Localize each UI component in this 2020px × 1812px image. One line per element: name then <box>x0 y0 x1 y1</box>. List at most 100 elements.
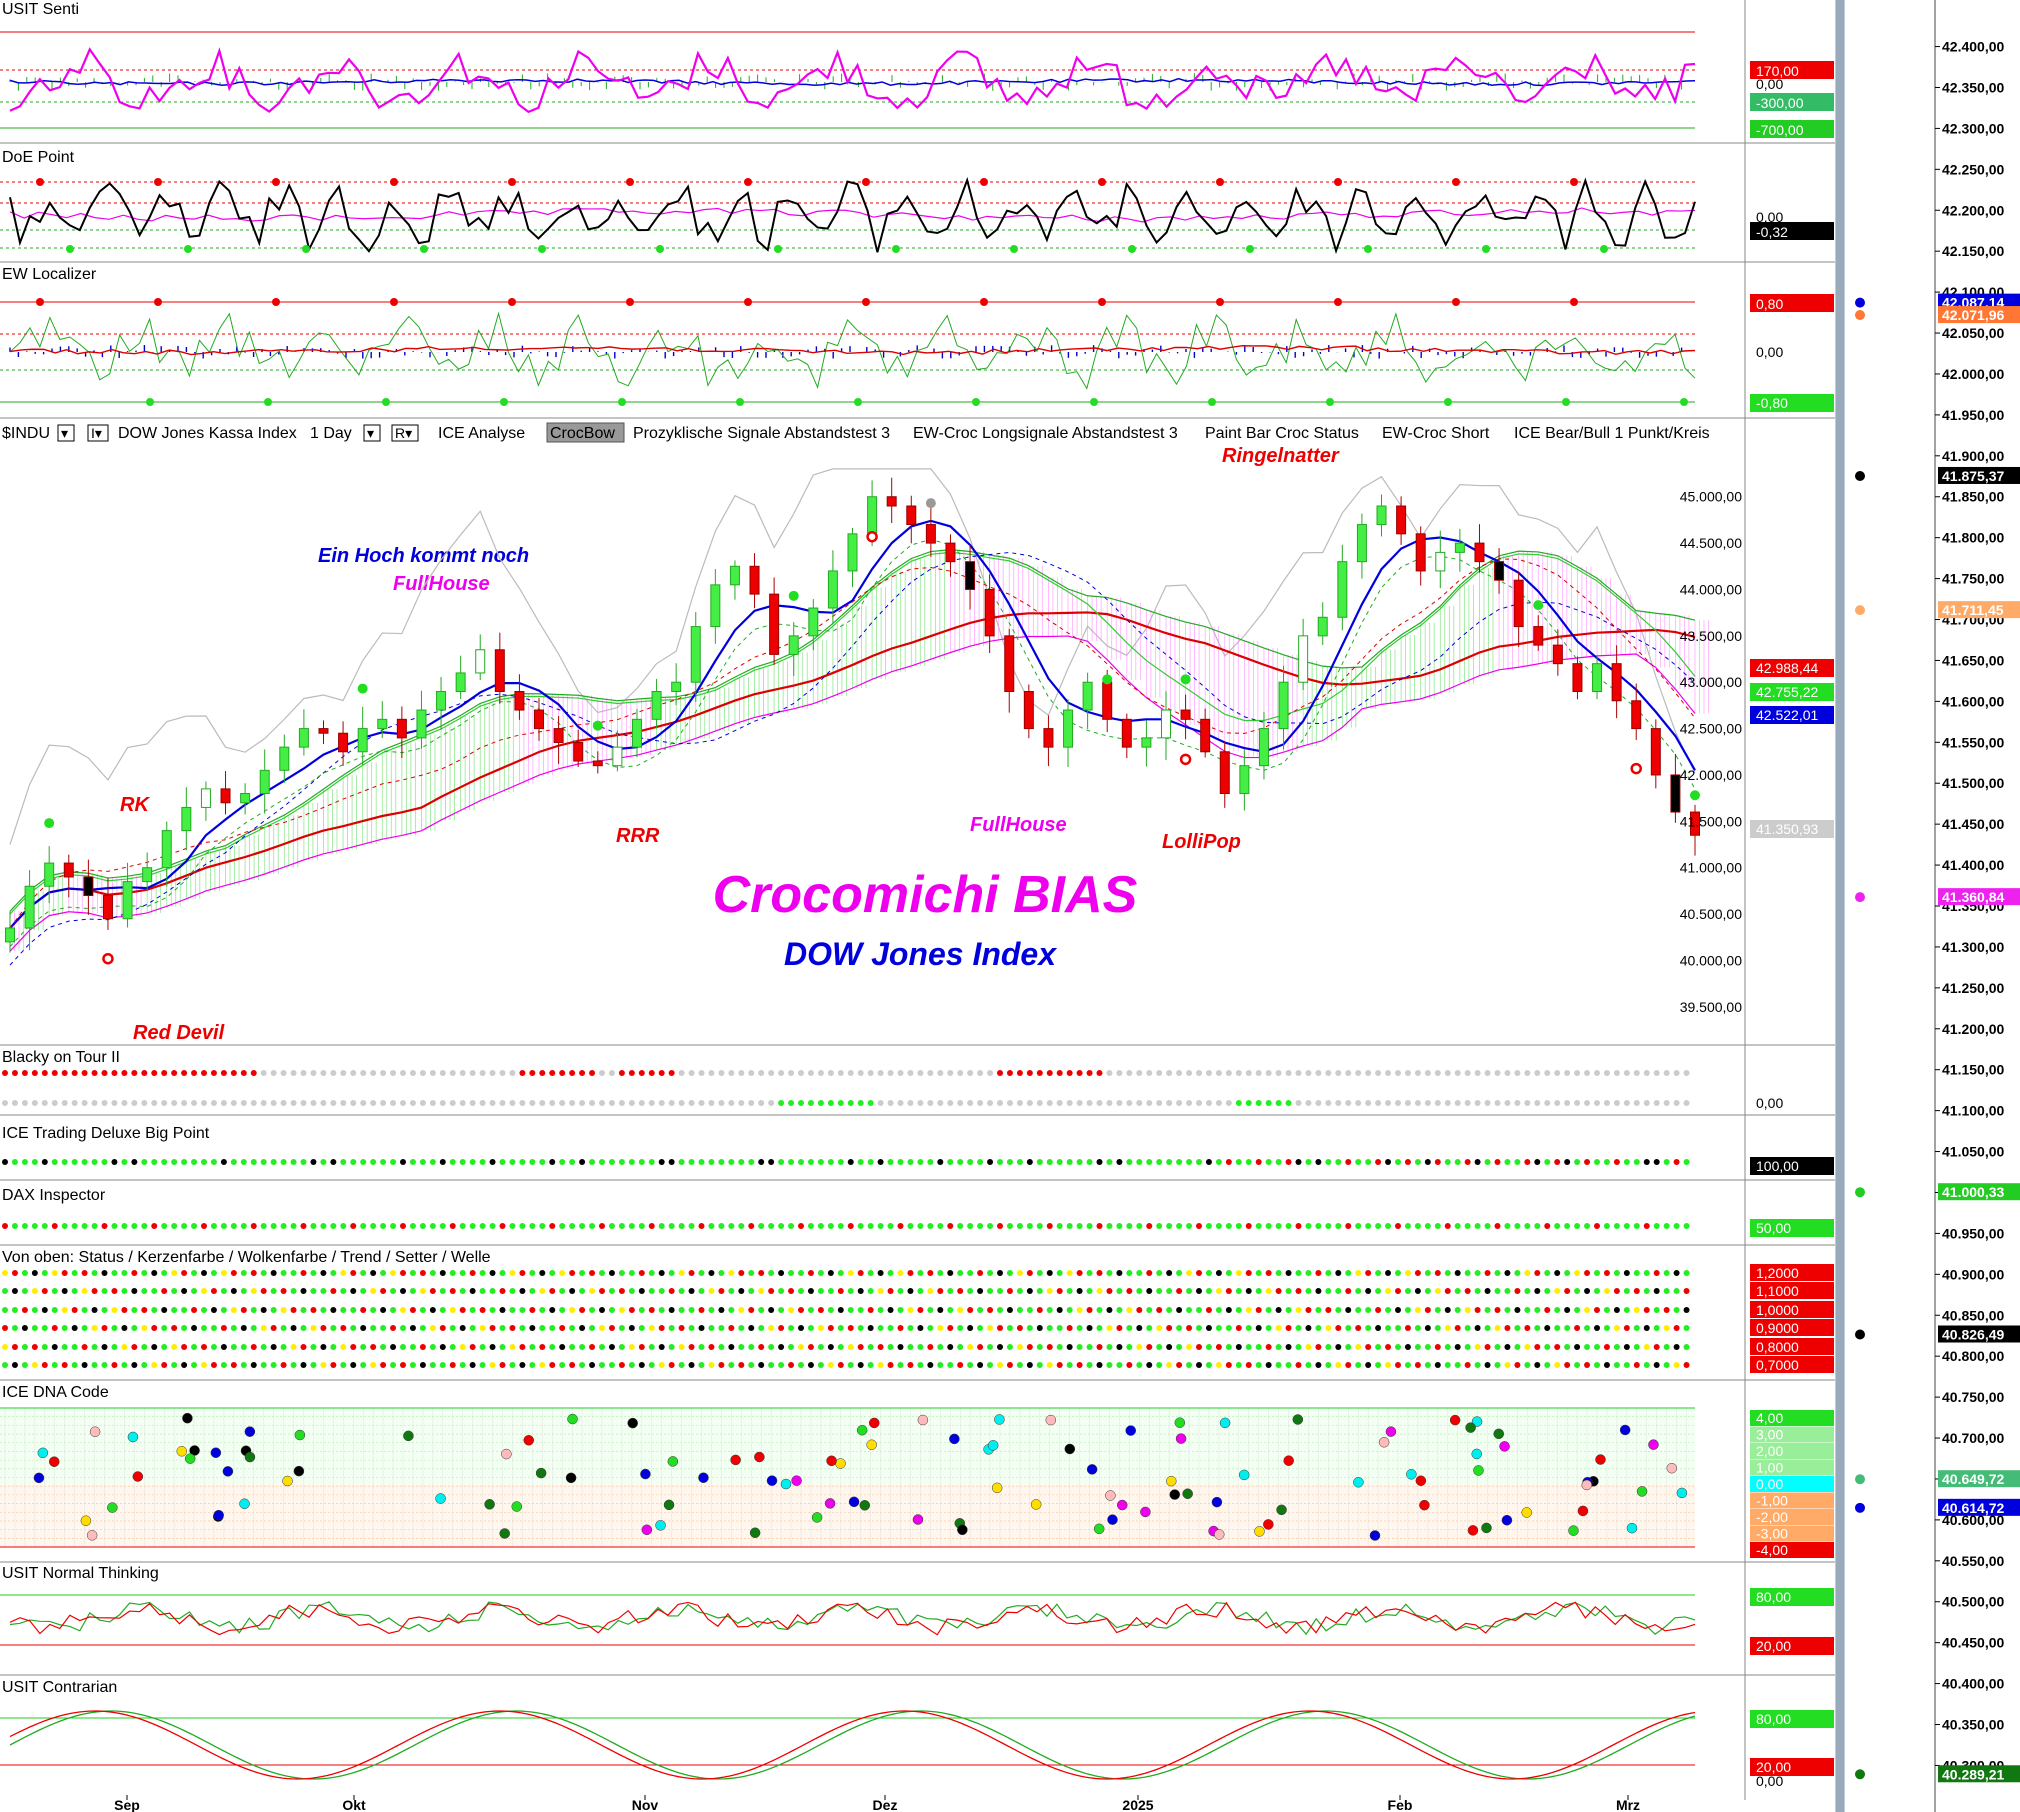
dropdown-button[interactable] <box>57 424 75 442</box>
ew-red-dot <box>390 298 398 306</box>
blacky-bottom-dot <box>111 1100 118 1106</box>
ice-tdbp-dot <box>439 1159 446 1165</box>
dax-dot <box>678 1223 685 1229</box>
right-badge-bg <box>1938 601 2020 619</box>
range-icon: R▾ <box>395 425 412 441</box>
status-dot <box>807 1362 814 1368</box>
status-dot <box>788 1362 795 1368</box>
status-dot <box>907 1344 914 1350</box>
blacky-top-dot <box>907 1070 914 1076</box>
status-dot <box>817 1288 824 1294</box>
status-dot <box>220 1270 227 1276</box>
ice-tdbp-dot <box>1295 1159 1302 1165</box>
dna-dot <box>1064 1443 1076 1455</box>
blacky-bottom-dot <box>11 1100 18 1106</box>
status-dot <box>360 1270 367 1276</box>
signal-dot <box>357 683 368 694</box>
ice-tdbp-dot <box>688 1159 695 1165</box>
blacky-top-dot <box>290 1070 297 1076</box>
status-dot <box>1136 1270 1143 1276</box>
status-dot <box>638 1362 645 1368</box>
status-dot <box>887 1325 894 1331</box>
blacky-top-dot <box>1385 1070 1392 1076</box>
ew-green-dot <box>972 398 980 406</box>
status-dot <box>1046 1344 1053 1350</box>
status-dot <box>210 1362 217 1368</box>
status-dot <box>1404 1307 1411 1313</box>
blacky-bottom-dot <box>310 1100 317 1106</box>
blacky-bottom-dot <box>400 1100 406 1106</box>
blacky-bottom-dot <box>61 1100 68 1106</box>
status-dot <box>728 1344 735 1350</box>
status-dot <box>1325 1344 1332 1350</box>
blacky-top-dot <box>1474 1070 1481 1076</box>
status-dot <box>201 1325 207 1331</box>
blacky-bottom-dot <box>788 1100 795 1106</box>
status-dot <box>847 1362 854 1368</box>
status-dot <box>1096 1344 1103 1350</box>
dax-dot <box>1086 1223 1093 1229</box>
status-dot <box>181 1325 188 1331</box>
senti-badge-m700: -700,00 <box>1756 122 1804 138</box>
timeframe-dropdown-button[interactable] <box>363 424 381 442</box>
range-button[interactable] <box>391 424 419 442</box>
status-dot <box>1235 1362 1242 1368</box>
status-dot <box>708 1288 715 1294</box>
annotation-rrr: RRR <box>616 825 660 847</box>
blacky-top-dot <box>230 1070 237 1076</box>
status-dot <box>449 1344 456 1350</box>
blacky-top-dot <box>1683 1070 1690 1076</box>
blacky-bottom-dot <box>668 1100 675 1106</box>
blacky-bottom-dot <box>957 1100 964 1106</box>
status-dot <box>1524 1362 1531 1368</box>
dna-dot <box>1030 1499 1042 1510</box>
dax-dot <box>957 1223 964 1229</box>
candle <box>1533 626 1544 646</box>
status-dot <box>1683 1307 1690 1313</box>
status-dot <box>549 1362 556 1368</box>
ice-tdbp-dot <box>1653 1159 1660 1165</box>
blacky-top-dot <box>1454 1070 1461 1076</box>
candle <box>1258 728 1269 767</box>
toolbar-item-ew-croc-short[interactable]: EW-Croc Short <box>1382 425 1490 442</box>
status-dot <box>1315 1307 1322 1313</box>
toolbar-item-ice-bear-bull[interactable]: ICE Bear/Bull 1 Punkt/Kreis <box>1514 425 1710 442</box>
status-dot <box>1474 1270 1481 1276</box>
candle <box>925 524 936 544</box>
candle <box>1376 505 1387 526</box>
toolbar-item-ice-analyse[interactable]: ICE Analyse <box>438 425 525 442</box>
toolbar-item-crocbow[interactable]: CrocBow <box>550 425 615 442</box>
status-dot <box>1046 1288 1053 1294</box>
status-dot <box>240 1270 247 1276</box>
dax-dot <box>459 1223 466 1229</box>
toolbar-item-ew-croc-long[interactable]: EW-Croc Longsignale Abstandstest 3 <box>913 425 1178 442</box>
status-dot <box>718 1288 725 1294</box>
status-dot <box>678 1307 685 1313</box>
y-tick-label: 39.500,00 <box>1680 999 1742 1015</box>
dna-dot <box>1045 1414 1057 1426</box>
toolbar-item-paint-bar[interactable]: Paint Bar Croc Status <box>1205 425 1359 442</box>
status-badge-bg <box>1750 1301 1834 1318</box>
status-dot <box>688 1288 695 1294</box>
candle <box>1200 718 1211 753</box>
status-dot <box>1434 1362 1441 1368</box>
panel-title-status: Von oben: Status / Kerzenfarbe / Wolkenf… <box>2 1249 491 1266</box>
status-dot <box>400 1325 406 1331</box>
panel-title-ew: EW Localizer <box>2 266 97 283</box>
status-badge-bg <box>1750 1319 1834 1336</box>
toolbar-item-prozyklisch[interactable]: Prozyklische Signale Abstandstest 3 <box>633 425 890 442</box>
interval-button[interactable] <box>87 424 109 442</box>
right-badge-bg <box>1938 306 2020 324</box>
status-dot <box>937 1288 944 1294</box>
blacky-bottom-dot <box>599 1100 605 1106</box>
dax-dot <box>1016 1223 1023 1229</box>
blacky-top-dot <box>648 1070 655 1076</box>
status-dot <box>748 1307 755 1313</box>
status-dot <box>559 1288 566 1294</box>
status-dot <box>1006 1270 1013 1276</box>
status-dot <box>439 1270 446 1276</box>
blacky-top-dot <box>997 1070 1003 1076</box>
status-dot <box>668 1270 675 1276</box>
blacky-bottom-dot <box>807 1100 814 1106</box>
candle <box>83 876 94 897</box>
